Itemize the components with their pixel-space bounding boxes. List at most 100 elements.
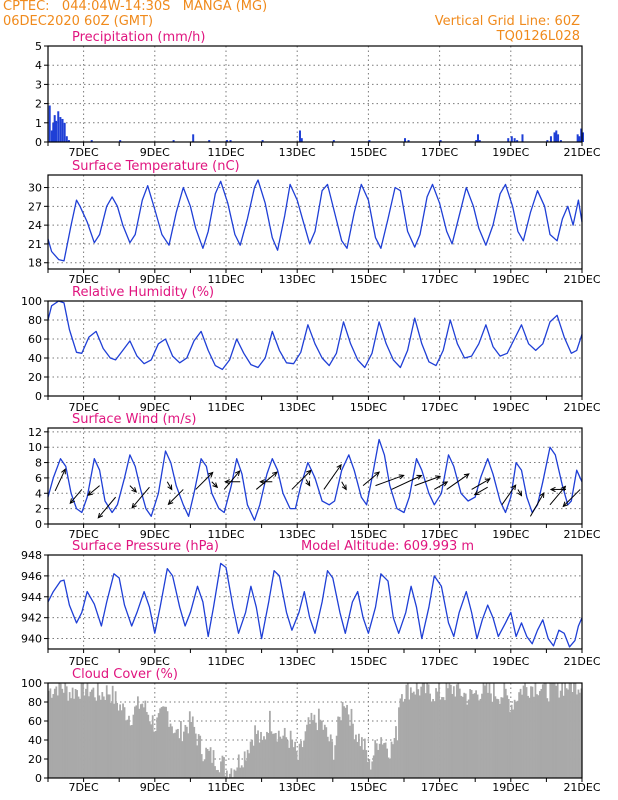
precip-bar bbox=[475, 140, 478, 142]
wind-arrow bbox=[195, 472, 214, 490]
cloud-bar bbox=[300, 740, 302, 778]
precip-bar bbox=[513, 138, 516, 142]
cloud-bar bbox=[233, 769, 236, 778]
cloud-bar bbox=[52, 694, 55, 778]
cloud-bar bbox=[218, 772, 221, 778]
cloud-bar bbox=[344, 707, 347, 778]
wind-arrow bbox=[529, 492, 545, 517]
cloud-bar bbox=[405, 684, 408, 778]
precip-bar bbox=[407, 140, 410, 142]
cloud-bar bbox=[131, 724, 133, 778]
precip-bar bbox=[61, 118, 64, 142]
x-tick-label: 7DEC bbox=[69, 273, 99, 286]
cloud-bar bbox=[206, 749, 209, 778]
cloud-bar bbox=[375, 743, 378, 778]
cloud-bar bbox=[460, 695, 463, 778]
cloud-bar bbox=[174, 732, 176, 778]
y-tick-label: 0 bbox=[35, 136, 42, 149]
panel-rh: Relative Humidity (%) 0 20 40 60 80 100 7DEC 9DE… bbox=[21, 285, 601, 414]
cloud-bar bbox=[138, 708, 141, 778]
cloud-bar bbox=[264, 739, 267, 778]
cloud-bar bbox=[116, 702, 119, 778]
x-tick-label: 17DEC bbox=[421, 146, 458, 159]
panel-frame bbox=[47, 300, 583, 397]
cloud-bar bbox=[528, 697, 531, 778]
cloud-bar bbox=[540, 688, 543, 778]
cloud-bar bbox=[381, 744, 384, 778]
wind-arrow-head bbox=[463, 473, 470, 479]
cloud-bar bbox=[355, 734, 357, 778]
precip-bar bbox=[192, 134, 195, 142]
y-tick-label: 60 bbox=[28, 333, 42, 346]
wind-arrow-head bbox=[131, 502, 137, 509]
precip-bar bbox=[553, 132, 556, 142]
cloud-bar bbox=[151, 715, 154, 778]
cloud-bar bbox=[242, 767, 245, 778]
cloud-bar bbox=[123, 707, 126, 778]
cloud-bar bbox=[153, 731, 156, 778]
cloud-bar bbox=[478, 700, 480, 778]
cloud-bar bbox=[406, 683, 409, 778]
cloud-bar bbox=[226, 770, 228, 778]
x-tick-label: 13DEC bbox=[279, 273, 316, 286]
cloud-bar bbox=[568, 683, 571, 778]
cloud-bar bbox=[129, 725, 132, 778]
cloud-bar bbox=[239, 767, 242, 778]
cloud-bar bbox=[363, 738, 366, 778]
cloud-bar bbox=[519, 688, 522, 778]
series-line bbox=[47, 438, 583, 521]
cloud-bar bbox=[404, 698, 406, 778]
cloud-bar bbox=[512, 709, 515, 778]
cloud-bar bbox=[565, 688, 568, 778]
cloud-bar bbox=[53, 688, 56, 778]
model-code: TQ0126L028 bbox=[496, 29, 580, 44]
cloud-bar bbox=[506, 695, 509, 778]
y-tick-label: 12 bbox=[28, 426, 42, 439]
cloud-bar bbox=[562, 695, 565, 778]
cloud-bar bbox=[552, 683, 555, 778]
panel-frame bbox=[47, 427, 583, 525]
x-tick-label: 11DEC bbox=[207, 781, 244, 794]
cloud-bar bbox=[438, 683, 440, 778]
cloud-bar bbox=[380, 737, 383, 778]
cloud-bar bbox=[441, 697, 443, 778]
cloud-bar bbox=[92, 687, 95, 778]
cloud-bar bbox=[485, 683, 488, 778]
cloud-bar bbox=[59, 683, 62, 778]
cloud-bar bbox=[48, 690, 50, 778]
cloud-bar bbox=[312, 720, 314, 778]
cloud-bar bbox=[463, 692, 466, 778]
cloud-bar bbox=[223, 757, 225, 778]
precip-bar bbox=[368, 140, 371, 142]
cloud-bar bbox=[571, 692, 574, 778]
x-tick-label: 21DEC bbox=[563, 528, 600, 541]
cloud-bar bbox=[469, 689, 472, 778]
cloud-bar bbox=[340, 721, 342, 778]
cloud-bar bbox=[544, 683, 547, 778]
cloud-bar bbox=[108, 694, 111, 778]
cloud-bar bbox=[558, 697, 561, 778]
wind-arrow-head bbox=[341, 484, 347, 491]
wind-arrow-head bbox=[374, 471, 381, 477]
cloud-bar bbox=[184, 724, 187, 778]
cloud-bar bbox=[335, 735, 338, 778]
cloud-bar bbox=[493, 683, 495, 778]
cloud-bar bbox=[148, 721, 151, 778]
cloud-bar bbox=[289, 730, 292, 778]
cloud-bar bbox=[147, 714, 150, 778]
cloud-bar bbox=[470, 690, 473, 778]
precip-bar bbox=[52, 122, 55, 142]
precip-bar bbox=[298, 130, 301, 142]
precip-bar bbox=[332, 140, 335, 142]
cloud-bar bbox=[114, 691, 117, 778]
precip-bar bbox=[439, 140, 442, 142]
cloud-bar bbox=[172, 733, 175, 778]
cloud-bar bbox=[436, 691, 439, 778]
y-tick-label: 0 bbox=[35, 390, 42, 403]
cloud-bar bbox=[295, 750, 298, 778]
cloud-bar bbox=[347, 714, 350, 778]
panel-subtitle: Model Altitude: 609.993 m bbox=[301, 539, 474, 554]
cloud-bar bbox=[249, 741, 252, 778]
wind-arrow bbox=[414, 475, 441, 487]
panel-cloud: Cloud Cover (%) 0 20 40 60 80 100 7DEC 9DEC 11DEC… bbox=[21, 667, 601, 794]
